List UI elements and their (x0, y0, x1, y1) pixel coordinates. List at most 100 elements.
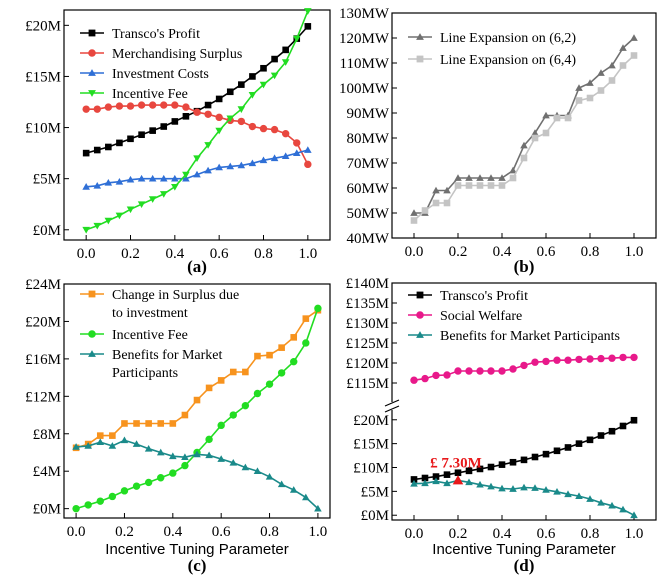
legend-label: Incentive Fee (112, 87, 188, 102)
data-point (410, 476, 418, 483)
panel-b: 40MW 50MW 60MW 70MW 80MW 90MW 100MW 110MW 120MW 1… (339, 6, 657, 276)
data-point (181, 461, 189, 470)
data-point (487, 182, 495, 189)
annotation-label: £ 7.30M (430, 455, 482, 471)
data-point (520, 154, 528, 162)
data-point (120, 487, 129, 495)
data-point (82, 149, 90, 157)
data-point (237, 117, 246, 126)
panel-a: £0M £5M £10M £15M £20M 0.0 0.2 0.4 0.6 0.8 1.0 Tran… (25, 8, 331, 276)
data-point (204, 101, 212, 109)
x-tick-label: 0.8 (581, 526, 600, 542)
x-tick-label: 0.0 (405, 526, 424, 542)
data-point (144, 478, 153, 487)
data-point (432, 199, 440, 207)
data-point (193, 396, 201, 404)
data-point (531, 134, 539, 142)
data-point (96, 497, 104, 505)
x-tick-label: 0.2 (115, 524, 134, 540)
x-tick-label: 0.8 (254, 246, 273, 262)
data-point (237, 106, 246, 113)
legend-label: Change in Surplus due (112, 288, 239, 303)
data-point (304, 160, 312, 169)
data-point (465, 174, 473, 181)
data-point (487, 463, 495, 471)
y-tick-label: £10M (25, 121, 61, 137)
data-point (498, 461, 506, 468)
data-point (608, 354, 616, 362)
data-point (443, 186, 451, 194)
data-point (410, 217, 418, 224)
data-point (265, 380, 274, 388)
data-point (137, 101, 146, 109)
data-point (248, 91, 257, 99)
data-point (270, 125, 279, 134)
data-point (217, 377, 225, 384)
data-point (277, 480, 286, 488)
y-tick-label: £120M (346, 356, 389, 372)
panel-c: £0M £4M £8M £12M £16M £20M £24M 0.0 0.2 0.4 0.6 0.8… (25, 277, 331, 575)
data-point (487, 174, 495, 181)
x-tick-label: 0.2 (449, 526, 468, 542)
x-tick-label: 1.0 (625, 244, 644, 260)
data-point (304, 23, 312, 30)
legend-marker (416, 55, 424, 63)
data-point (215, 95, 223, 103)
y-tick-label: £5M (33, 172, 61, 188)
legend-label: Line Expansion on (6,4) (440, 53, 576, 68)
legend-label: Investment Costs (112, 67, 209, 82)
data-point (542, 486, 550, 493)
data-point (314, 304, 322, 313)
data-point (509, 458, 517, 466)
data-point (82, 226, 90, 234)
data-point (248, 122, 257, 131)
data-point (304, 8, 312, 15)
data-point (531, 358, 539, 366)
panel-label: (b) (514, 257, 535, 276)
legend-label: Benefits for Market Participants (440, 329, 620, 344)
x-tick-label: 0.6 (210, 246, 229, 262)
data-point (96, 432, 104, 439)
data-point (205, 435, 213, 444)
legend-marker (88, 350, 96, 357)
data-point (564, 490, 572, 498)
data-point (619, 44, 627, 51)
data-point (454, 367, 462, 375)
data-point (289, 486, 298, 493)
data-point (93, 182, 102, 189)
data-point (104, 103, 113, 111)
data-point (249, 73, 256, 80)
data-point (260, 64, 267, 72)
y-tick-label: £20M (25, 18, 61, 34)
data-point (205, 384, 213, 392)
data-point (138, 131, 145, 139)
data-point (586, 436, 594, 444)
axis-break-gap (384, 402, 400, 410)
data-point (126, 175, 135, 183)
x-tick-label: 0.8 (581, 244, 600, 260)
data-point (302, 315, 310, 322)
x-tick-label: 0.4 (163, 524, 182, 540)
data-point (193, 450, 201, 458)
plot-frame (391, 282, 657, 521)
x-axis-label: Incentive Tuning Parameter (432, 541, 615, 558)
data-point (226, 162, 235, 170)
data-point (108, 492, 117, 501)
data-point (520, 361, 528, 370)
data-point (410, 209, 418, 216)
y-tick-label: £135M (346, 296, 389, 312)
data-point (520, 456, 528, 464)
data-point (575, 492, 583, 499)
data-point (597, 354, 605, 363)
y-tick-label: 120MW (339, 31, 390, 47)
data-point (229, 411, 237, 419)
x-axis-label: Incentive Tuning Parameter (105, 541, 288, 558)
data-point (204, 166, 212, 174)
y-tick-label: £125M (346, 336, 389, 352)
data-point (421, 207, 429, 214)
y-tick-label: £10M (353, 461, 389, 477)
data-point (553, 356, 561, 364)
data-point (476, 182, 484, 189)
data-point (509, 365, 517, 373)
y-tick-label: £8M (33, 427, 61, 443)
